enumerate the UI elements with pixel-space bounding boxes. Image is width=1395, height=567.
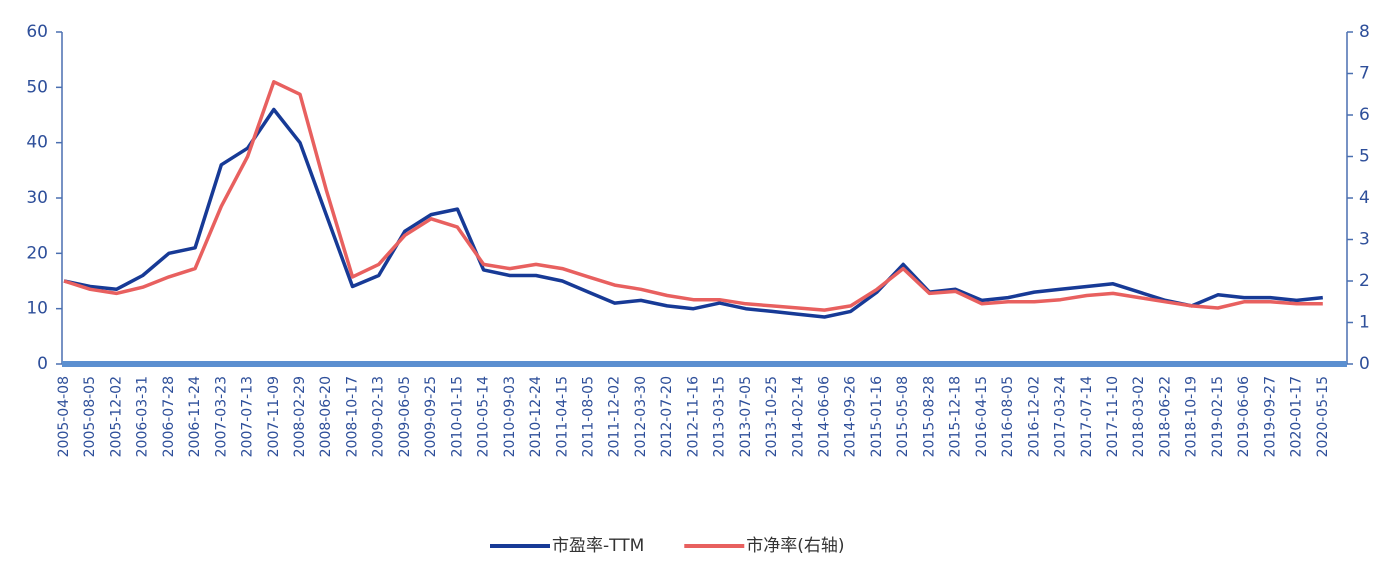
x-tick-label: 2019-09-27 [1262, 376, 1278, 457]
x-tick-label: 2008-02-29 [292, 376, 308, 457]
x-tick-label: 2007-11-09 [266, 376, 282, 457]
series-line [63, 80, 1323, 312]
y2-tick-label: 2 [1359, 271, 1370, 291]
y-tick-label: 50 [26, 77, 48, 97]
x-tick-label: 2006-03-31 [135, 376, 151, 457]
x-tick-label: 2015-01-16 [869, 376, 885, 457]
x-tick-label: 2016-04-15 [974, 376, 990, 457]
legend-label: 市盈率-TTM [552, 536, 644, 556]
x-tick-label: 2012-11-16 [685, 376, 701, 457]
x-tick-label: 2019-06-06 [1236, 376, 1252, 457]
x-tick-label: 2013-10-25 [764, 376, 780, 457]
y-tick-label: 10 [26, 299, 48, 319]
x-tick-label: 2008-10-17 [344, 376, 360, 457]
y-tick-label: 60 [26, 22, 48, 42]
y-tick-label: 30 [26, 188, 48, 208]
x-tick-label: 2010-09-03 [502, 376, 518, 457]
x-tick-label: 2011-12-02 [607, 376, 623, 457]
x-tick-label: 2014-02-14 [790, 376, 806, 457]
x-tick-label: 2015-08-28 [921, 376, 937, 457]
y2-tick-label: 0 [1359, 354, 1370, 374]
x-tick-label: 2020-05-15 [1315, 376, 1331, 457]
x-tick-label: 2013-03-15 [712, 376, 728, 457]
x-tick-label: 2012-03-30 [633, 376, 649, 457]
x-tick-label: 2005-04-08 [56, 376, 72, 457]
x-tick-label: 2017-07-14 [1079, 376, 1095, 457]
x-tick-label: 2009-06-05 [397, 376, 413, 457]
x-tick-label: 2011-08-05 [580, 376, 596, 457]
x-tick-label: 2013-07-05 [738, 376, 754, 457]
x-tick-label: 2014-09-26 [843, 376, 859, 457]
x-tick-label: 2019-02-15 [1210, 376, 1226, 457]
x-tick-label: 2006-07-28 [161, 376, 177, 457]
y2-tick-label: 5 [1359, 147, 1370, 167]
x-tick-label: 2005-12-02 [108, 376, 124, 457]
y2-tick-label: 8 [1359, 22, 1370, 42]
x-tick-label: 2009-02-13 [371, 376, 387, 457]
x-tick-label: 2010-05-14 [476, 376, 492, 457]
y-tick-label: 20 [26, 243, 48, 263]
x-tick-label: 2020-01-17 [1289, 376, 1305, 457]
x-tick-label: 2007-03-23 [213, 376, 229, 457]
x-tick-label: 2007-07-13 [240, 376, 256, 457]
x-tick-label: 2010-12-24 [528, 376, 544, 457]
x-tick-label: 2008-06-20 [318, 376, 334, 457]
x-tick-label: 2017-03-24 [1053, 376, 1069, 457]
x-tick-label: 2016-08-05 [1000, 376, 1016, 457]
x-tick-label: 2015-05-08 [895, 376, 911, 457]
y-tick-label: 0 [37, 354, 48, 374]
legend-label: 市净率(右轴) [746, 536, 844, 556]
y2-tick-label: 1 [1359, 313, 1370, 333]
x-tick-label: 2018-03-02 [1131, 376, 1147, 457]
x-tick-label: 2012-07-20 [659, 376, 675, 457]
x-tick-label: 2010-01-15 [449, 376, 465, 457]
x-tick-label: 2018-06-22 [1157, 376, 1173, 457]
x-tick-label: 2014-06-06 [817, 376, 833, 457]
x-axis [62, 361, 1347, 367]
y-tick-label: 40 [26, 133, 48, 153]
y2-tick-label: 3 [1359, 230, 1370, 250]
series-line [63, 107, 1323, 319]
y2-tick-label: 4 [1359, 188, 1370, 208]
x-tick-label: 2017-11-10 [1105, 376, 1121, 457]
x-tick-label: 2016-12-02 [1026, 376, 1042, 457]
x-tick-label: 2015-12-18 [948, 376, 964, 457]
x-tick-label: 2006-11-24 [187, 376, 203, 457]
x-tick-label: 2005-08-05 [82, 376, 98, 457]
x-tick-label: 2018-10-19 [1184, 376, 1200, 457]
x-tick-label: 2011-04-15 [554, 376, 570, 457]
x-tick-label: 2009-09-25 [423, 376, 439, 457]
y2-tick-label: 6 [1359, 105, 1370, 125]
y2-tick-label: 7 [1359, 64, 1370, 84]
